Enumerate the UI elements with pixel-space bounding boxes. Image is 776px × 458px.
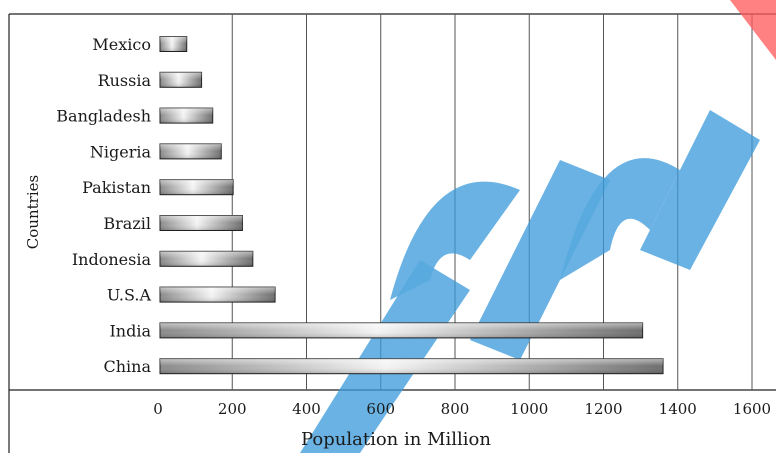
bar-shading [160,287,276,303]
bar-shading [160,108,213,124]
category-label: Pakistan [82,178,151,197]
x-tick-label: 1600 [733,400,771,418]
bar-shading [160,72,202,88]
category-label: Bangladesh [56,107,151,126]
y-axis-title: Countries [24,175,42,249]
bar-shading [160,215,243,231]
bar-shading [160,251,253,267]
bars [159,36,664,375]
category-label: Mexico [92,35,151,54]
bar-shading [160,36,187,52]
category-label: Brazil [103,214,151,233]
x-tick-label: 800 [441,400,470,418]
category-label: China [103,357,151,376]
category-label: Russia [98,71,152,90]
category-labels: Mexico Russia Bangladesh Nigeria Pakistan Bra… [56,35,151,376]
x-tick-label: 0 [153,400,163,418]
bar-shading [160,143,222,159]
category-label: Nigeria [90,142,152,161]
x-axis-title: Population in Million [301,429,491,450]
x-tick-label: 600 [366,400,395,418]
bar-shading [160,358,664,374]
category-label: U.S.A [107,286,152,305]
category-label: India [109,321,151,340]
bar-shading [160,179,234,195]
category-label: Indonesia [72,250,152,269]
x-tick-label: 1000 [510,400,548,418]
x-tick-label: 1400 [659,400,697,418]
x-tick-label: 1200 [584,400,622,418]
x-tick-label: 200 [218,400,247,418]
watermark-logo [300,0,776,453]
x-tick-labels: 0 200 400 600 800 1000 1200 1400 1600 [153,400,771,418]
x-tick-label: 400 [292,400,321,418]
bar-shading [160,322,643,338]
